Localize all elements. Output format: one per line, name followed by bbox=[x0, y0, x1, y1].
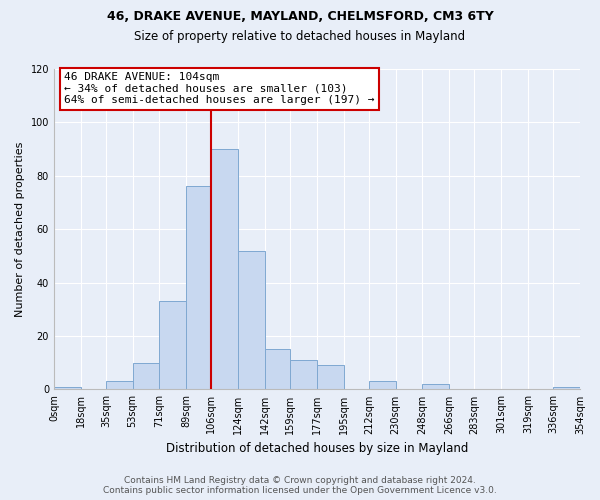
Text: Size of property relative to detached houses in Mayland: Size of property relative to detached ho… bbox=[134, 30, 466, 43]
Bar bbox=[317, 366, 344, 390]
Bar bbox=[553, 387, 580, 390]
Bar bbox=[369, 382, 396, 390]
Bar bbox=[106, 382, 133, 390]
Text: 46 DRAKE AVENUE: 104sqm
← 34% of detached houses are smaller (103)
64% of semi-d: 46 DRAKE AVENUE: 104sqm ← 34% of detache… bbox=[64, 72, 375, 106]
Bar bbox=[290, 360, 317, 390]
Bar bbox=[133, 362, 160, 390]
Text: 46, DRAKE AVENUE, MAYLAND, CHELMSFORD, CM3 6TY: 46, DRAKE AVENUE, MAYLAND, CHELMSFORD, C… bbox=[107, 10, 493, 23]
Bar bbox=[265, 350, 290, 390]
Text: Contains HM Land Registry data © Crown copyright and database right 2024.
Contai: Contains HM Land Registry data © Crown c… bbox=[103, 476, 497, 495]
X-axis label: Distribution of detached houses by size in Mayland: Distribution of detached houses by size … bbox=[166, 442, 468, 455]
Bar bbox=[186, 186, 211, 390]
Bar bbox=[238, 250, 265, 390]
Bar bbox=[54, 387, 80, 390]
Y-axis label: Number of detached properties: Number of detached properties bbox=[15, 142, 25, 317]
Bar bbox=[422, 384, 449, 390]
Bar bbox=[160, 302, 186, 390]
Bar bbox=[211, 149, 238, 390]
